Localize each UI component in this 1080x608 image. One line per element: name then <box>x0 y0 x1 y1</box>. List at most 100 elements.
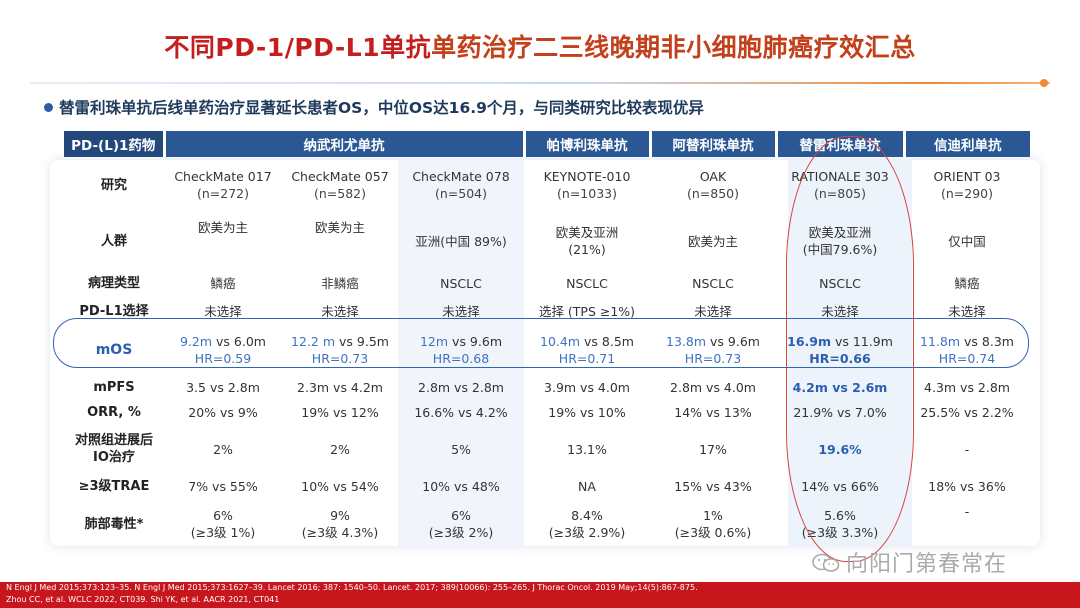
row-label: 病理类型 <box>87 275 140 291</box>
table-row-pathology: 病理类型 鳞癌 非鳞癌 NSCLC NSCLC NSCLC NSCLC 鳞癌 <box>64 269 1030 297</box>
cell-pdl1: 未选择 <box>442 303 480 319</box>
cell-lung: 6% (≥3级 1%) <box>190 508 256 540</box>
table-row-population: 人群 欧美为主 欧美为主 亚洲(中国 89%) 欧美及亚洲 (21%) 欧美为主 … <box>64 213 1030 269</box>
cell-population: 仅中国 <box>948 233 986 249</box>
cell-pathology: NSCLC <box>819 275 861 291</box>
row-label: mPFS <box>93 379 135 395</box>
cell-pathology: NSCLC <box>440 275 482 291</box>
cell-control-io: 2% <box>213 441 233 457</box>
row-label: ORR, % <box>87 404 141 420</box>
cell-study: CheckMate 057 (n=582) <box>291 169 389 201</box>
wechat-icon <box>812 553 840 572</box>
reference-line-2: Zhou CC, et al. WCLC 2022, CT039. Shi YK… <box>6 595 280 604</box>
cell-mos: 13.8m vs 9.6m HR=0.73 <box>666 334 760 366</box>
cell-orr: 16.6% vs 4.2% <box>414 404 508 420</box>
cell-mos: 16.9m vs 11.9m HR=0.66 <box>787 334 893 366</box>
cell-pathology: 鳞癌 <box>210 275 236 291</box>
cell-orr: 20% vs 9% <box>188 404 258 420</box>
cell-orr: 14% vs 13% <box>674 404 752 420</box>
row-label: mOS <box>95 341 133 358</box>
row-label: ≥3级TRAE <box>78 478 150 494</box>
cell-control-io: 17% <box>699 441 727 457</box>
cell-pdl1: 未选择 <box>948 303 986 319</box>
cell-mos: 12m vs 9.6m HR=0.68 <box>419 334 502 366</box>
table-row-orr: ORR, % 20% vs 9% 19% vs 12% 16.6% vs 4.2… <box>64 399 1030 425</box>
reference-line-1: N Engl J Med 2015;373:123–35. N Engl J M… <box>6 583 698 592</box>
cell-pdl1: 未选择 <box>694 303 732 319</box>
column-shade-checkmate078 <box>398 160 524 546</box>
cell-pathology: NSCLC <box>566 275 608 291</box>
cell-trae: 14% vs 66% <box>801 478 879 494</box>
cell-pdl1: 未选择 <box>821 303 859 319</box>
cell-population: 欧美及亚洲 (21%) <box>555 225 619 257</box>
cell-trae: 15% vs 43% <box>674 478 752 494</box>
cell-control-io: 2% <box>330 441 350 457</box>
table-row-control-io: 对照组进展后 IO治疗 2% 2% 5% 13.1% 17% 19.6% - <box>64 425 1030 473</box>
table-row-pdl1: PD-L1选择 未选择 未选择 未选择 选择 (TPS ≥1%) 未选择 未选择… <box>64 297 1030 325</box>
table-header-row: PD-(L)1药物 纳武利尤单抗 帕博利珠单抗 阿替利珠单抗 替雷利珠单抗 信迪… <box>64 131 1030 157</box>
cell-pdl1: 未选择 <box>321 303 359 319</box>
cell-orr: 21.9% vs 7.0% <box>793 404 887 420</box>
cell-pathology: NSCLC <box>692 275 734 291</box>
table-row-trae: ≥3级TRAE 7% vs 55% 10% vs 54% 10% vs 48% … <box>64 473 1030 499</box>
row-label: 肺部毒性* <box>84 516 144 532</box>
cell-pdl1: 选择 (TPS ≥1%) <box>538 303 636 319</box>
cell-study: ORIENT 03 (n=290) <box>933 169 1001 201</box>
rationale-highlight-oval <box>786 136 914 562</box>
column-highlight-rationale303 <box>788 160 912 546</box>
cell-study: OAK (n=850) <box>686 169 739 201</box>
bullet-icon <box>44 103 53 112</box>
row-label: PD-L1选择 <box>79 303 149 319</box>
row-label: 研究 <box>100 177 127 193</box>
header-atezolizumab: 阿替利珠单抗 <box>650 131 778 157</box>
table-row-mpfs: mPFS 3.5 vs 2.8m 2.3m vs 4.2m 2.8m vs 2.… <box>64 375 1030 399</box>
efficacy-table: PD-(L)1药物 纳武利尤单抗 帕博利珠单抗 阿替利珠单抗 替雷利珠单抗 信迪… <box>64 131 1030 549</box>
cell-mpfs: 2.3m vs 4.2m <box>297 379 383 395</box>
header-sintilimab: 信迪利单抗 <box>904 131 1030 157</box>
cell-lung: 1% (≥3级 0.6%) <box>674 508 752 540</box>
page-title: 不同PD-1/PD-L1单抗单药治疗二三线晚期非小细胞肺癌疗效汇总 <box>0 28 1080 68</box>
cell-lung: 6% (≥3级 2%) <box>428 508 494 540</box>
cell-mos: 9.2m vs 6.0m HR=0.59 <box>180 334 266 366</box>
cell-population: 欧美为主 <box>687 233 738 249</box>
title-divider <box>30 82 1050 84</box>
cell-pathology: 鳞癌 <box>954 275 980 291</box>
cell-study: KEYNOTE-010 (n=1033) <box>543 169 631 201</box>
watermark: 向阳门第春常在 <box>812 546 1007 578</box>
cell-mos: 10.4m vs 8.5m HR=0.71 <box>540 334 634 366</box>
cell-lung: 8.4% (≥3级 2.9%) <box>548 508 626 540</box>
cell-study: CheckMate 078 (n=504) <box>412 169 510 201</box>
header-drug: PD-(L)1药物 <box>64 131 166 157</box>
cell-trae: 10% vs 54% <box>301 478 379 494</box>
cell-mos: 11.8m vs 8.3m HR=0.74 <box>920 334 1014 366</box>
cell-orr: 25.5% vs 2.2% <box>920 404 1014 420</box>
subtitle-text: 替雷利珠单抗后线单药治疗显著延长患者OS，中位OS达16.9个月，与同类研究比较… <box>59 99 704 117</box>
row-label: 人群 <box>100 233 127 249</box>
cell-mpfs: 4.3m vs 2.8m <box>924 379 1010 395</box>
cell-mos: 12.2 m vs 9.5m HR=0.73 <box>291 334 389 366</box>
cell-lung: 9% (≥3级 4.3%) <box>301 508 379 540</box>
subtitle: 替雷利珠单抗后线单药治疗显著延长患者OS，中位OS达16.9个月，与同类研究比较… <box>44 96 704 120</box>
cell-trae: 10% vs 48% <box>422 478 500 494</box>
cell-trae: 18% vs 36% <box>928 478 1006 494</box>
cell-lung: - <box>964 504 970 519</box>
cell-population: 欧美及亚洲 (中国79.6%) <box>802 225 878 257</box>
row-label: 对照组进展后 IO治疗 <box>74 433 153 465</box>
cell-mpfs: 3.9m vs 4.0m <box>544 379 630 395</box>
cell-study: CheckMate 017 (n=272) <box>174 169 272 201</box>
cell-population: 欧美为主 <box>197 220 248 235</box>
cell-mpfs: 4.2m vs 2.6m <box>792 379 888 395</box>
divider-dot <box>1040 79 1048 87</box>
cell-population: 亚洲(中国 89%) <box>415 233 507 249</box>
mos-highlight-oval <box>53 318 1029 368</box>
cell-mpfs: 2.8m vs 2.8m <box>418 379 504 395</box>
cell-orr: 19% vs 12% <box>301 404 379 420</box>
title-part-1: 不同PD-1/PD-L1单抗 <box>164 33 432 62</box>
cell-control-io: 13.1% <box>567 441 607 457</box>
table-row-mos: mOS 9.2m vs 6.0m HR=0.59 12.2 m vs 9.5m HR… <box>64 325 1030 375</box>
watermark-text: 向阳门第春常在 <box>846 552 1008 577</box>
cell-mpfs: 2.8m vs 4.0m <box>670 379 756 395</box>
reference-footer: N Engl J Med 2015;373:123–35. N Engl J M… <box>0 582 1080 608</box>
header-pembrolizumab: 帕博利珠单抗 <box>524 131 652 157</box>
cell-control-io: 19.6% <box>818 441 862 457</box>
